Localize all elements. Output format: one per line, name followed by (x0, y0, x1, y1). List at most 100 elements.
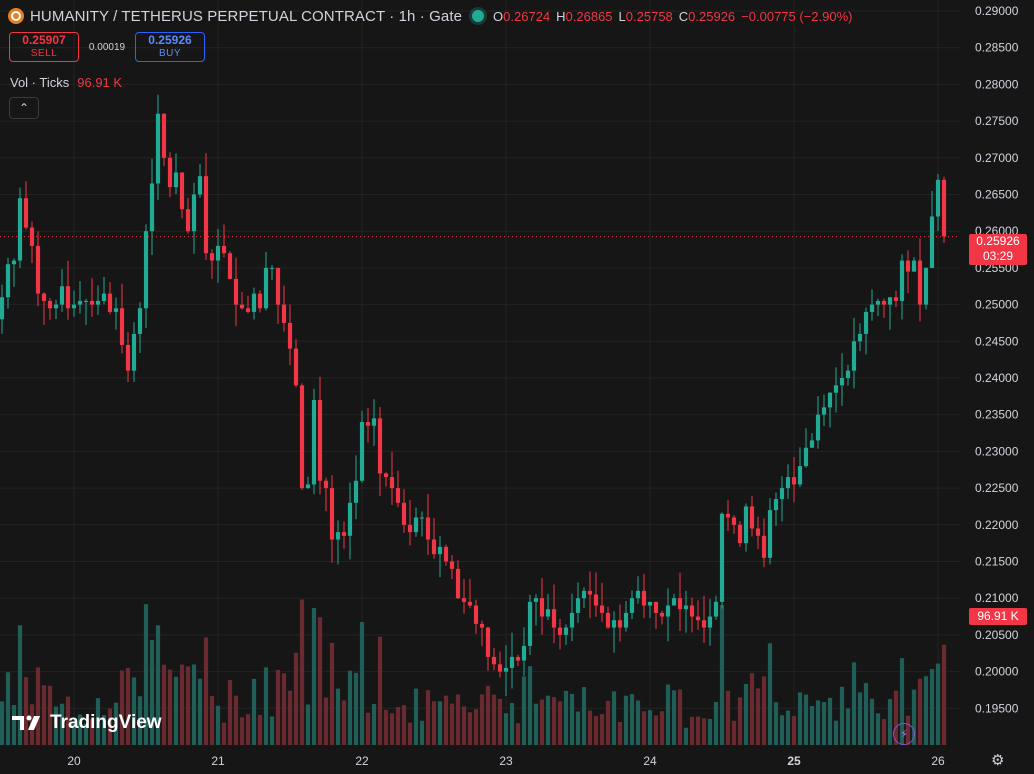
volume-bar (539, 699, 545, 745)
volume-bar (941, 644, 947, 745)
collapse-legend-button[interactable]: ⌃ (9, 97, 39, 119)
price-axis-tick: 0.29000 (975, 4, 1019, 18)
candle-body (797, 466, 803, 485)
volume-bar (437, 701, 443, 745)
candle-body (47, 300, 53, 309)
candle-body (71, 304, 77, 309)
candle-body (767, 510, 773, 558)
candle-body (281, 304, 287, 323)
price-axis-tick: 0.26500 (975, 188, 1019, 202)
gear-icon[interactable]: ⚙ (991, 752, 1005, 769)
price-axis-tick: 0.24000 (975, 371, 1019, 385)
candle-body (245, 308, 251, 312)
buy-button[interactable]: 0.25926 BUY (135, 32, 205, 62)
candle-body (851, 341, 857, 371)
volume-value: 96.91 K (77, 75, 123, 90)
candle-body (185, 209, 191, 232)
volume-bar (455, 694, 461, 745)
volume-bar (689, 716, 695, 745)
candle-body (755, 528, 761, 536)
time-axis-tick: 26 (931, 754, 945, 768)
volume-bar (449, 703, 455, 745)
candle-body (317, 400, 323, 481)
volume-bar (269, 716, 275, 745)
candle-body (815, 414, 821, 441)
volume-bar (557, 701, 563, 745)
volume-bar (77, 714, 83, 745)
candle-body (677, 598, 683, 610)
volume-bar (551, 697, 557, 745)
candle-body (569, 612, 575, 628)
time-axis-tick: 24 (643, 754, 657, 768)
volume-bar (593, 716, 599, 745)
volume-bar (641, 711, 647, 745)
volume-bar (605, 700, 611, 745)
candle-body (623, 612, 629, 628)
volume-bar (347, 670, 353, 745)
candle-body (41, 293, 47, 301)
candle-body (233, 278, 239, 305)
volume-bar (113, 702, 119, 745)
candle-body (467, 601, 473, 606)
candle-body (923, 267, 929, 305)
sell-button[interactable]: 0.25907 SELL (9, 32, 79, 62)
volume-bar (473, 709, 479, 745)
volume-bar (125, 667, 131, 745)
price-axis-tick: 0.24500 (975, 334, 1019, 348)
candle-body (83, 300, 89, 302)
candle-body (413, 517, 419, 533)
candle-body (659, 612, 665, 617)
candle-body (0, 297, 5, 320)
candle-body (377, 418, 383, 474)
volume-bar (185, 666, 191, 745)
volume-bar (383, 709, 389, 745)
volume-bar (863, 683, 869, 745)
candle-body (491, 656, 497, 665)
candle-body (593, 594, 599, 606)
volume-bar (143, 604, 149, 745)
time-axis-tick: 25 (787, 754, 801, 768)
volume-bar (443, 695, 449, 745)
tradingview-logo[interactable]: TradingView (12, 712, 162, 734)
candle-body (479, 623, 485, 628)
time-axis-tick: 23 (499, 754, 513, 768)
candle-body (287, 322, 293, 349)
candle-body (905, 260, 911, 272)
candle-body (617, 620, 623, 628)
volume-bar (311, 607, 317, 745)
candle-body (575, 598, 581, 613)
volume-bar (725, 690, 731, 745)
volume-bar (17, 625, 23, 745)
price-axis-tick: 0.20500 (975, 628, 1019, 642)
volume-bar (515, 723, 521, 745)
volume-bar (239, 717, 245, 745)
trade-panel: 0.25907 SELL 0.00019 0.25926 BUY (9, 32, 205, 62)
candle-body (731, 517, 737, 525)
time-axis-tick: 21 (211, 754, 225, 768)
volume-bar (899, 658, 905, 745)
volume-legend[interactable]: Vol · Ticks 96.91 K (10, 75, 122, 90)
volume-bar (887, 699, 893, 745)
candle-body (629, 598, 635, 613)
candle-body (707, 616, 713, 628)
candle-body (95, 300, 101, 305)
candle-body (497, 664, 503, 672)
candle-body (11, 260, 17, 265)
candle-body (353, 480, 359, 503)
volume-bar (695, 716, 701, 745)
candle-body (161, 113, 167, 158)
candle-body (719, 513, 725, 602)
symbol-title[interactable]: HUMANITY / TETHERUS PERPETUAL CONTRACT ·… (30, 7, 463, 25)
lightning-icon[interactable]: ⚡ (893, 723, 915, 745)
candle-body (563, 627, 569, 635)
volume-bar (635, 700, 641, 745)
volume-bar (461, 706, 467, 745)
price-axis-tick: 0.21000 (975, 591, 1019, 605)
volume-bar (581, 687, 587, 745)
time-axis-tick: 20 (67, 754, 81, 768)
volume-bar (209, 696, 215, 745)
volume-bar (701, 718, 707, 745)
volume-bar (263, 667, 269, 745)
